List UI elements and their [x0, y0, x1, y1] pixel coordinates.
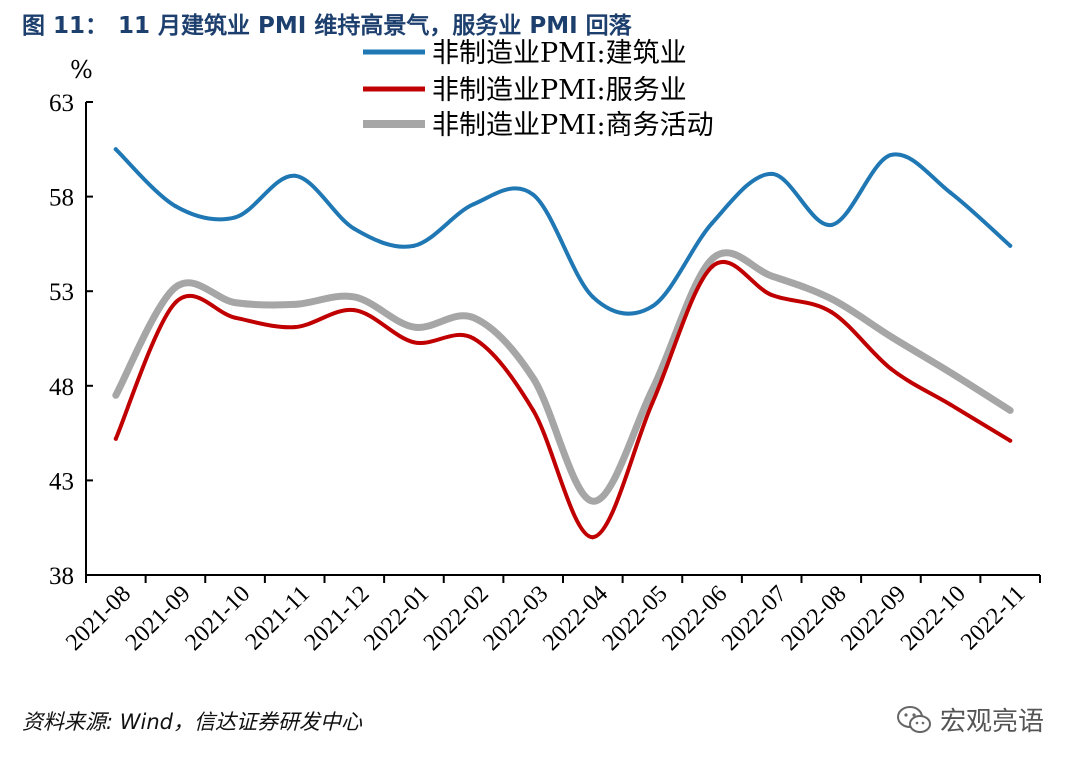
watermark-text: 宏观亮语 — [940, 707, 1045, 737]
data-point-1 — [888, 153, 893, 157]
data-point-3 — [829, 296, 834, 301]
data-point-2 — [1008, 438, 1013, 443]
data-point-1 — [829, 223, 834, 227]
data-point-3 — [411, 325, 416, 330]
line-chart: %3843485358632021-082021-092021-102021-1… — [49, 38, 1041, 656]
data-point-1 — [769, 171, 774, 176]
x-tick-label: 2022-09 — [836, 581, 911, 656]
data-point-1 — [173, 204, 178, 209]
data-point-2 — [590, 535, 595, 540]
data-point-2 — [650, 400, 655, 405]
data-point-1 — [650, 304, 655, 309]
data-point-3 — [590, 499, 595, 504]
x-tick-label: 2022-11 — [956, 581, 1030, 655]
x-tick-label: 2021-11 — [241, 581, 315, 655]
data-point-1 — [292, 173, 297, 178]
x-tick-label: 2022-02 — [419, 581, 494, 656]
data-point-3 — [769, 274, 774, 279]
watermark: 宏观亮语 — [896, 701, 1044, 738]
data-point-3 — [710, 257, 715, 261]
chart-axes: %3843485358632021-082021-092021-102021-1… — [49, 56, 1041, 656]
data-point-3 — [173, 285, 178, 290]
data-point-1 — [1008, 243, 1013, 248]
data-point-3 — [292, 302, 297, 307]
data-point-1 — [352, 226, 357, 231]
data-point-2 — [829, 310, 834, 314]
x-tick-label: 2022-06 — [657, 581, 732, 656]
x-tick-label: 2021-09 — [121, 581, 196, 656]
data-point-2 — [769, 293, 774, 297]
data-point-2 — [888, 366, 893, 371]
figure-label: 图 11： — [22, 13, 109, 39]
data-point-2 — [411, 340, 416, 345]
source-note: 资料来源: Wind，信达证券研发中心 — [22, 710, 362, 734]
x-tick-label: 2021-08 — [61, 581, 136, 656]
x-tick-label: 2021-10 — [180, 581, 255, 656]
data-point-2 — [352, 308, 357, 313]
data-point-2 — [292, 325, 297, 330]
data-point-3 — [113, 393, 118, 398]
data-point-3 — [888, 334, 893, 339]
data-point-3 — [1008, 408, 1013, 413]
x-tick-label: 2022-07 — [717, 581, 792, 656]
y-tick-label: 58 — [49, 185, 74, 212]
data-point-1 — [471, 202, 476, 207]
x-tick-label: 2022-04 — [538, 581, 613, 656]
data-point-3 — [471, 315, 476, 320]
wechat-icon — [897, 705, 931, 733]
x-tick-label: 2022-03 — [478, 581, 553, 656]
series-line-2 — [113, 259, 1013, 540]
data-point-1 — [113, 147, 118, 152]
data-point-3 — [233, 300, 238, 305]
data-point-3 — [948, 370, 953, 375]
y-tick-label: 43 — [49, 468, 74, 495]
legend-label-1: 非制造业PMI:建筑业 — [432, 38, 687, 69]
data-point-2 — [471, 336, 476, 341]
x-tick-label: 2022-01 — [359, 581, 434, 656]
data-point-1 — [531, 192, 536, 197]
data-point-3 — [352, 294, 357, 299]
data-point-2 — [948, 402, 953, 407]
y-tick-label: 38 — [49, 563, 74, 590]
series-line-3 — [112, 249, 1014, 505]
data-point-2 — [113, 436, 118, 441]
chart-series — [112, 147, 1014, 540]
data-point-1 — [948, 190, 953, 195]
x-tick-label: 2022-08 — [777, 581, 852, 656]
figure-title-text: 11 月建筑业 PMI 维持高景气，服务业 PMI 回落 — [118, 13, 632, 39]
legend-label-2: 非制造业PMI:服务业 — [432, 75, 687, 106]
data-point-2 — [531, 408, 536, 413]
x-tick-label: 2022-10 — [896, 581, 971, 656]
data-point-1 — [710, 221, 715, 226]
x-tick-label: 2022-05 — [598, 581, 673, 656]
y-tick-label: 53 — [49, 279, 74, 306]
data-point-1 — [590, 294, 595, 299]
x-tick-label: 2021-12 — [300, 581, 375, 656]
data-point-2 — [233, 315, 238, 320]
data-point-2 — [710, 264, 715, 269]
data-point-3 — [650, 387, 655, 392]
data-point-2 — [173, 300, 178, 305]
y-tick-label: 63 — [49, 90, 74, 117]
figure-title: 图 11： 11 月建筑业 PMI 维持高景气，服务业 PMI 回落 — [22, 6, 632, 40]
data-point-1 — [411, 243, 416, 248]
y-tick-label: 48 — [49, 374, 74, 401]
data-point-3 — [531, 376, 536, 381]
legend-label-3: 非制造业PMI:商务活动 — [432, 110, 714, 141]
data-point-1 — [233, 215, 238, 220]
series-line-1 — [113, 147, 1013, 316]
y-axis-unit-label: % — [70, 56, 93, 84]
